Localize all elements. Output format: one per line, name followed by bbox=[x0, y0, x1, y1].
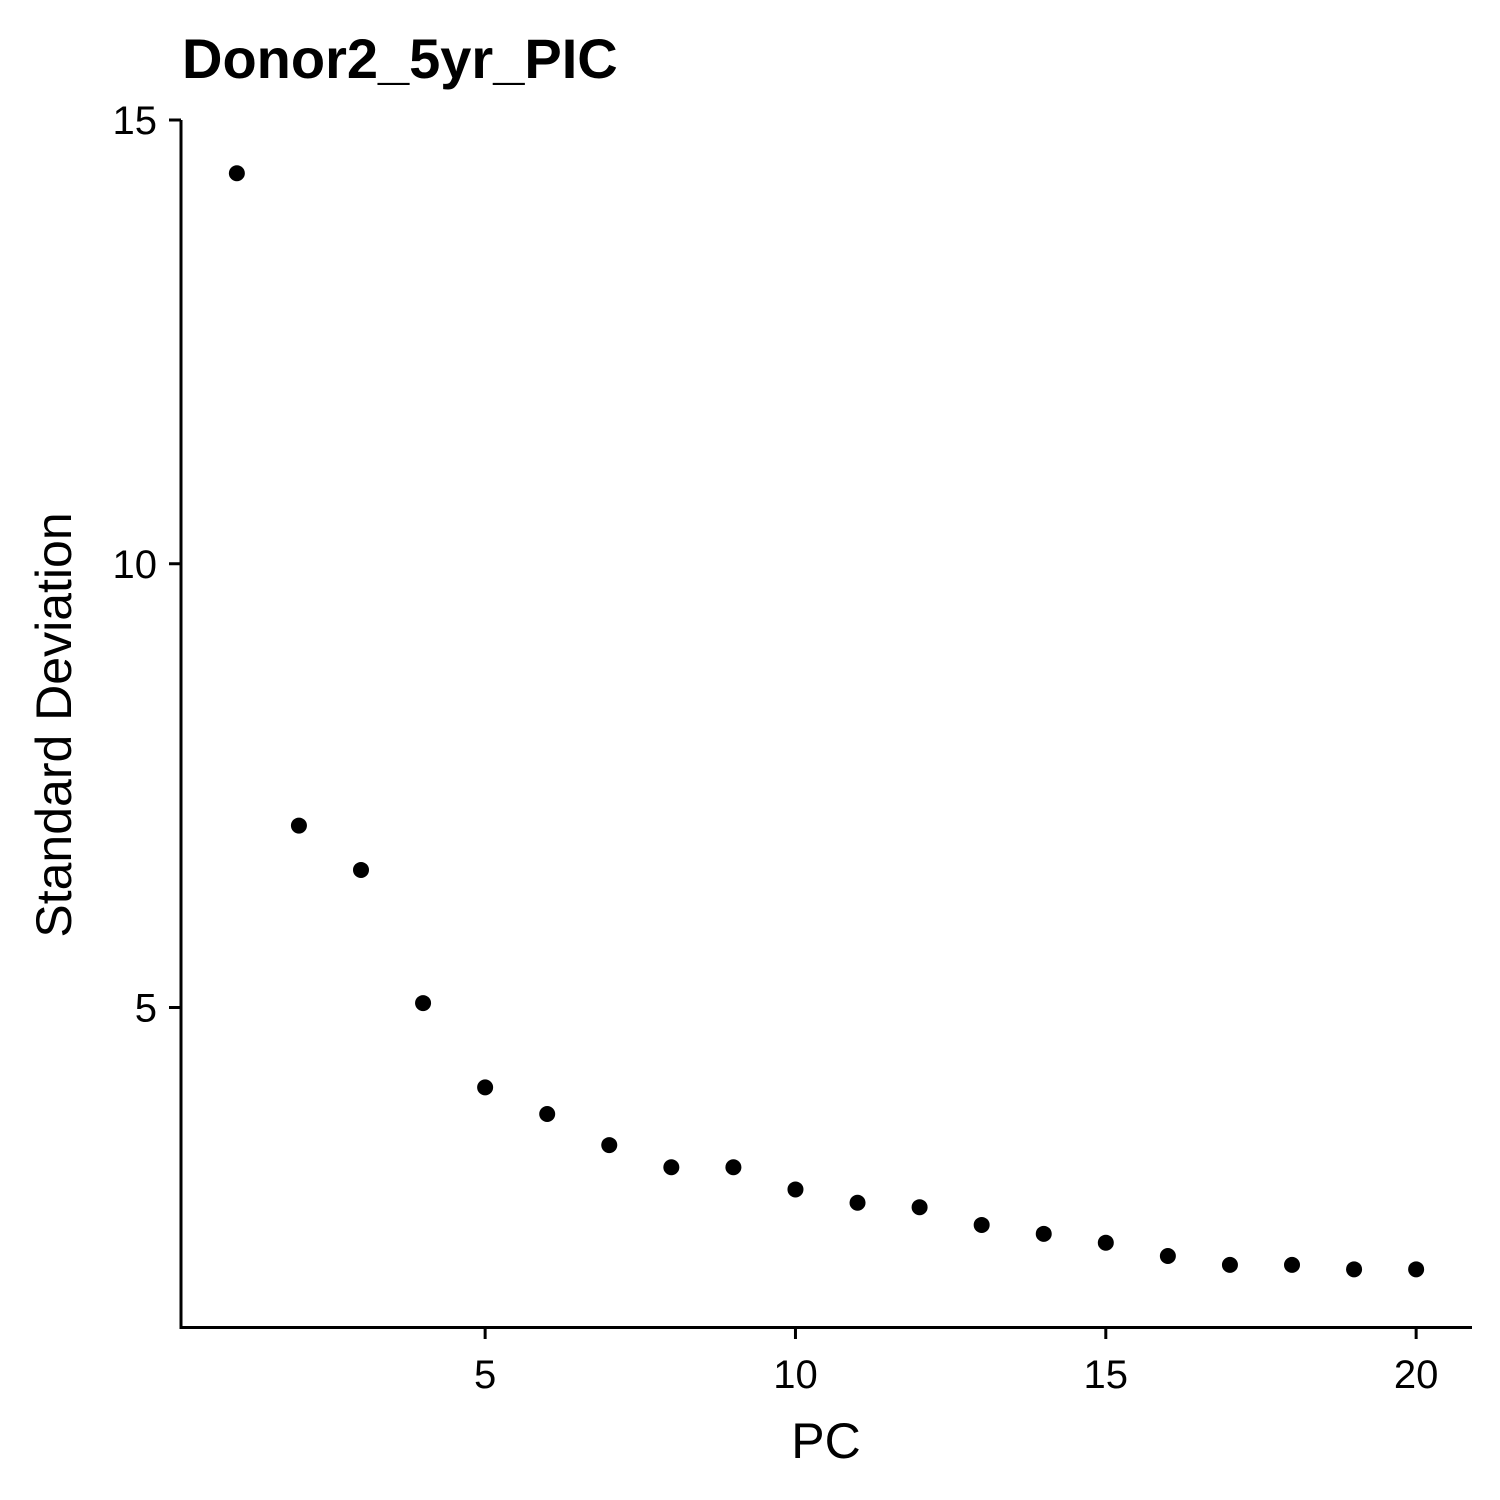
x-tick-label-10: 10 bbox=[773, 1353, 818, 1397]
x-tick-label-5: 5 bbox=[474, 1353, 496, 1397]
data-point-pc-4 bbox=[415, 995, 432, 1012]
data-point-pc-17 bbox=[1221, 1256, 1238, 1273]
data-point-pc-20 bbox=[1408, 1261, 1425, 1278]
data-point-pc-1 bbox=[228, 165, 245, 182]
y-tick-label-5: 5 bbox=[135, 987, 157, 1031]
data-point-pc-2 bbox=[290, 817, 307, 834]
data-point-pc-18 bbox=[1284, 1256, 1301, 1273]
y-tick-label-15: 15 bbox=[113, 99, 158, 143]
data-point-pc-16 bbox=[1159, 1248, 1176, 1264]
y-tick-label-10: 10 bbox=[113, 543, 158, 587]
data-point-pc-5 bbox=[477, 1079, 494, 1096]
y-axis-label: Standard Deviation bbox=[26, 512, 82, 937]
data-point-pc-15 bbox=[1097, 1234, 1114, 1251]
x-axis-label: PC bbox=[791, 1413, 860, 1469]
x-tick-label-15: 15 bbox=[1084, 1353, 1129, 1397]
data-point-pc-8 bbox=[663, 1159, 680, 1176]
x-tick-label-20: 20 bbox=[1394, 1353, 1439, 1397]
data-point-pc-10 bbox=[787, 1181, 804, 1198]
data-point-pc-11 bbox=[849, 1194, 866, 1211]
data-point-pc-13 bbox=[973, 1216, 990, 1233]
data-point-pc-9 bbox=[725, 1159, 742, 1176]
data-point-pc-3 bbox=[352, 861, 369, 878]
data-points bbox=[228, 165, 1425, 1278]
axis-ticks: 5 10 15 20 5 10 15 bbox=[113, 99, 1439, 1397]
chart-title: Donor2_5yr_PIC bbox=[182, 27, 618, 90]
data-point-pc-6 bbox=[539, 1106, 556, 1122]
data-point-pc-14 bbox=[1035, 1225, 1052, 1242]
data-point-pc-19 bbox=[1346, 1261, 1363, 1278]
axes bbox=[179, 120, 1472, 1329]
data-point-pc-7 bbox=[601, 1137, 618, 1154]
data-point-pc-12 bbox=[911, 1199, 928, 1216]
